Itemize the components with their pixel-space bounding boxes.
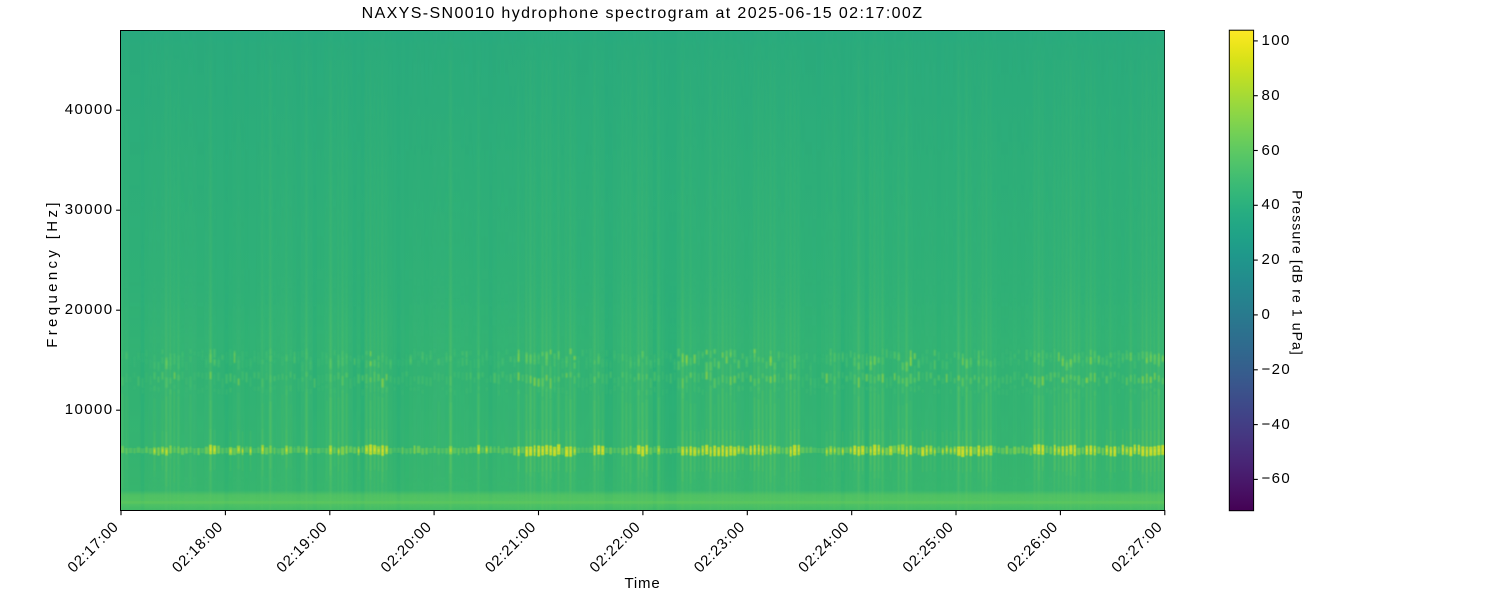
svg-text:02:26:00: 02:26:00 <box>1004 518 1062 576</box>
svg-text:02:20:00: 02:20:00 <box>378 518 436 576</box>
svg-text:Frequency [Hz]: Frequency [Hz] <box>44 199 61 348</box>
svg-text:02:19:00: 02:19:00 <box>273 518 331 576</box>
svg-text:02:27:00: 02:27:00 <box>1108 518 1166 576</box>
svg-text:02:21:00: 02:21:00 <box>482 518 540 576</box>
svg-text:Pressure [dB re 1 uPa]: Pressure [dB re 1 uPa] <box>1290 190 1306 356</box>
svg-text:02:23:00: 02:23:00 <box>691 518 749 576</box>
svg-text:02:17:00: 02:17:00 <box>64 518 122 576</box>
svg-text:02:22:00: 02:22:00 <box>586 518 644 576</box>
svg-text:02:25:00: 02:25:00 <box>899 518 957 576</box>
svg-text:02:18:00: 02:18:00 <box>169 518 227 576</box>
svg-text:02:24:00: 02:24:00 <box>795 518 853 576</box>
